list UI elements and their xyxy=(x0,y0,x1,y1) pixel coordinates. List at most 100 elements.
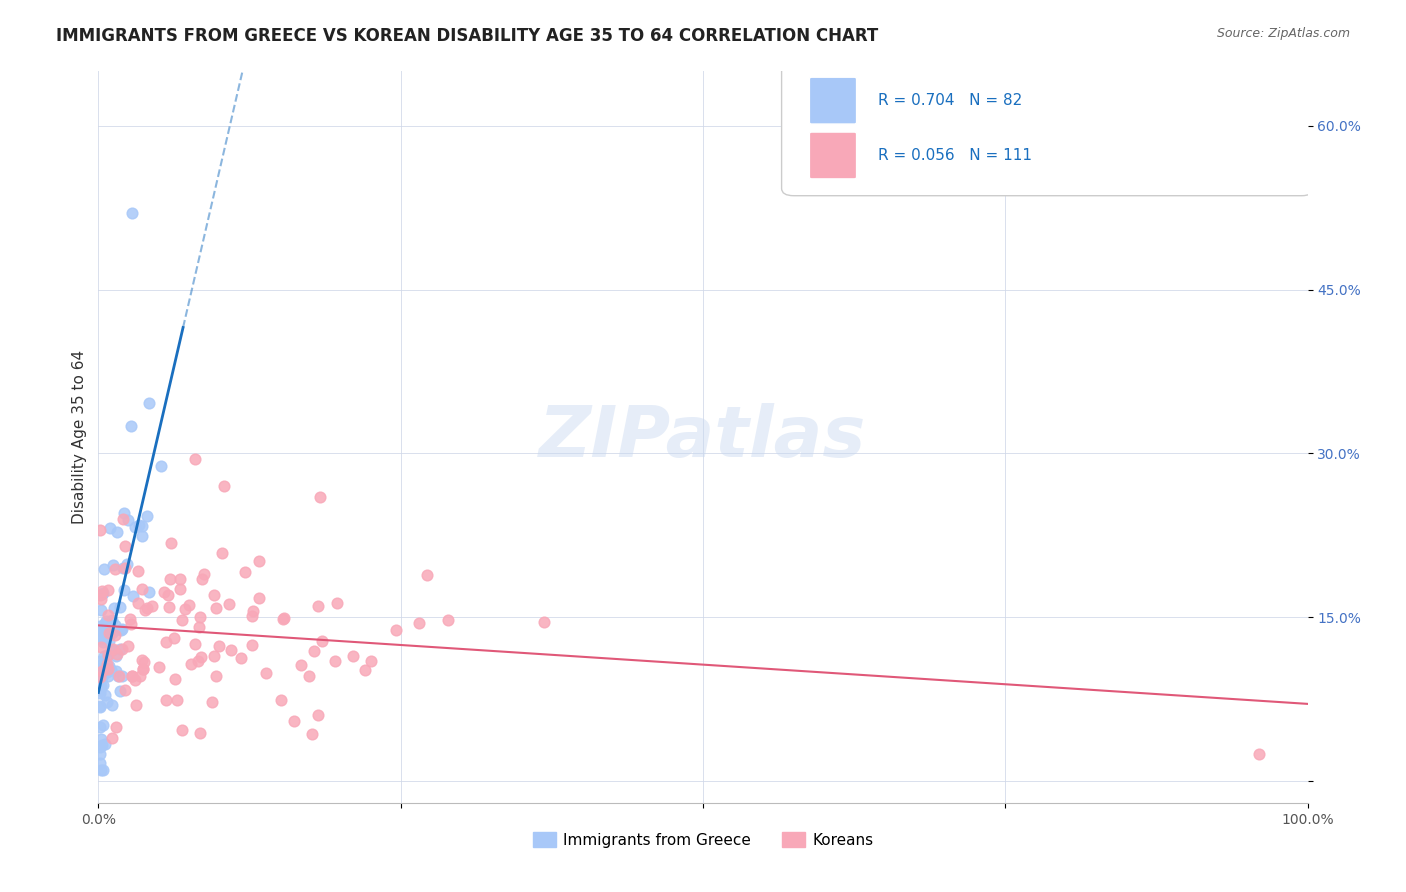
Point xyxy=(94,737,117,751)
Point xyxy=(111,561,134,575)
Point xyxy=(90,602,112,616)
Point xyxy=(122,589,145,603)
Point xyxy=(90,630,112,644)
Point xyxy=(111,642,134,657)
Point xyxy=(94,688,117,702)
Point xyxy=(89,686,111,700)
Point xyxy=(120,617,142,632)
Point xyxy=(124,520,146,534)
Point xyxy=(128,518,150,533)
Point xyxy=(166,693,188,707)
Point xyxy=(170,723,193,737)
Point xyxy=(132,655,155,669)
Point xyxy=(184,451,207,466)
Point xyxy=(121,206,143,220)
Point xyxy=(240,609,263,624)
Point xyxy=(138,396,160,410)
Point xyxy=(117,640,139,654)
Point xyxy=(91,583,114,598)
Point xyxy=(127,596,149,610)
Point xyxy=(211,546,233,560)
Point xyxy=(353,663,375,677)
FancyBboxPatch shape xyxy=(810,78,856,124)
Point xyxy=(100,698,122,712)
Point xyxy=(153,584,176,599)
Point xyxy=(311,634,333,648)
Point xyxy=(131,529,153,543)
Point xyxy=(187,620,209,634)
Point xyxy=(89,739,111,754)
Point xyxy=(156,588,179,602)
Text: IMMIGRANTS FROM GREECE VS KOREAN DISABILITY AGE 35 TO 64 CORRELATION CHART: IMMIGRANTS FROM GREECE VS KOREAN DISABIL… xyxy=(56,27,879,45)
Point xyxy=(298,669,321,683)
Text: Source: ZipAtlas.com: Source: ZipAtlas.com xyxy=(1216,27,1350,40)
Point xyxy=(90,624,112,638)
Point xyxy=(136,509,159,524)
Point xyxy=(96,665,118,680)
Text: R = 0.056   N = 111: R = 0.056 N = 111 xyxy=(879,148,1032,163)
Point xyxy=(131,519,153,533)
Point xyxy=(135,601,157,615)
Point xyxy=(97,648,120,663)
Point xyxy=(90,738,112,752)
Point xyxy=(97,583,120,598)
Point xyxy=(201,695,224,709)
Point xyxy=(90,640,112,654)
Point xyxy=(94,615,117,630)
Point xyxy=(101,643,124,657)
Point xyxy=(89,676,111,690)
Point xyxy=(290,658,312,673)
Point xyxy=(89,654,111,668)
Point xyxy=(89,666,111,681)
Point xyxy=(325,596,347,610)
Point xyxy=(385,623,408,637)
Point xyxy=(187,654,209,668)
Point xyxy=(105,720,128,734)
Point xyxy=(97,626,120,640)
Point xyxy=(93,763,115,777)
Point xyxy=(132,662,155,676)
Point xyxy=(108,669,131,683)
Point xyxy=(104,628,127,642)
Point xyxy=(114,682,136,697)
Point xyxy=(90,731,112,746)
Point xyxy=(193,567,215,582)
Point xyxy=(160,536,183,550)
Point xyxy=(212,479,235,493)
Point xyxy=(98,633,121,648)
Point xyxy=(98,521,121,535)
Point xyxy=(254,665,277,680)
Point xyxy=(416,567,439,582)
Point xyxy=(190,649,212,664)
Point xyxy=(125,698,148,713)
Point xyxy=(150,458,173,473)
Point xyxy=(301,726,323,740)
Point xyxy=(111,669,134,683)
Point xyxy=(103,600,125,615)
Point xyxy=(204,601,226,615)
Point xyxy=(108,684,131,698)
Point xyxy=(101,558,124,572)
Point xyxy=(148,659,170,673)
Point xyxy=(360,654,382,668)
Point xyxy=(247,591,270,605)
Point xyxy=(271,612,294,626)
Point xyxy=(110,624,132,638)
Point xyxy=(112,583,135,598)
Point xyxy=(124,673,146,687)
Point xyxy=(155,693,177,707)
Point xyxy=(114,540,136,554)
Point xyxy=(107,669,129,683)
Point xyxy=(91,717,114,731)
Point xyxy=(308,490,330,504)
Point xyxy=(97,626,120,640)
Point xyxy=(89,588,111,602)
Point xyxy=(121,668,143,682)
Y-axis label: Disability Age 35 to 64: Disability Age 35 to 64 xyxy=(72,350,87,524)
Point xyxy=(89,747,111,761)
Point xyxy=(233,565,256,579)
Point xyxy=(1249,747,1271,761)
Point xyxy=(208,640,231,654)
Point xyxy=(90,679,112,693)
Point xyxy=(202,588,225,602)
